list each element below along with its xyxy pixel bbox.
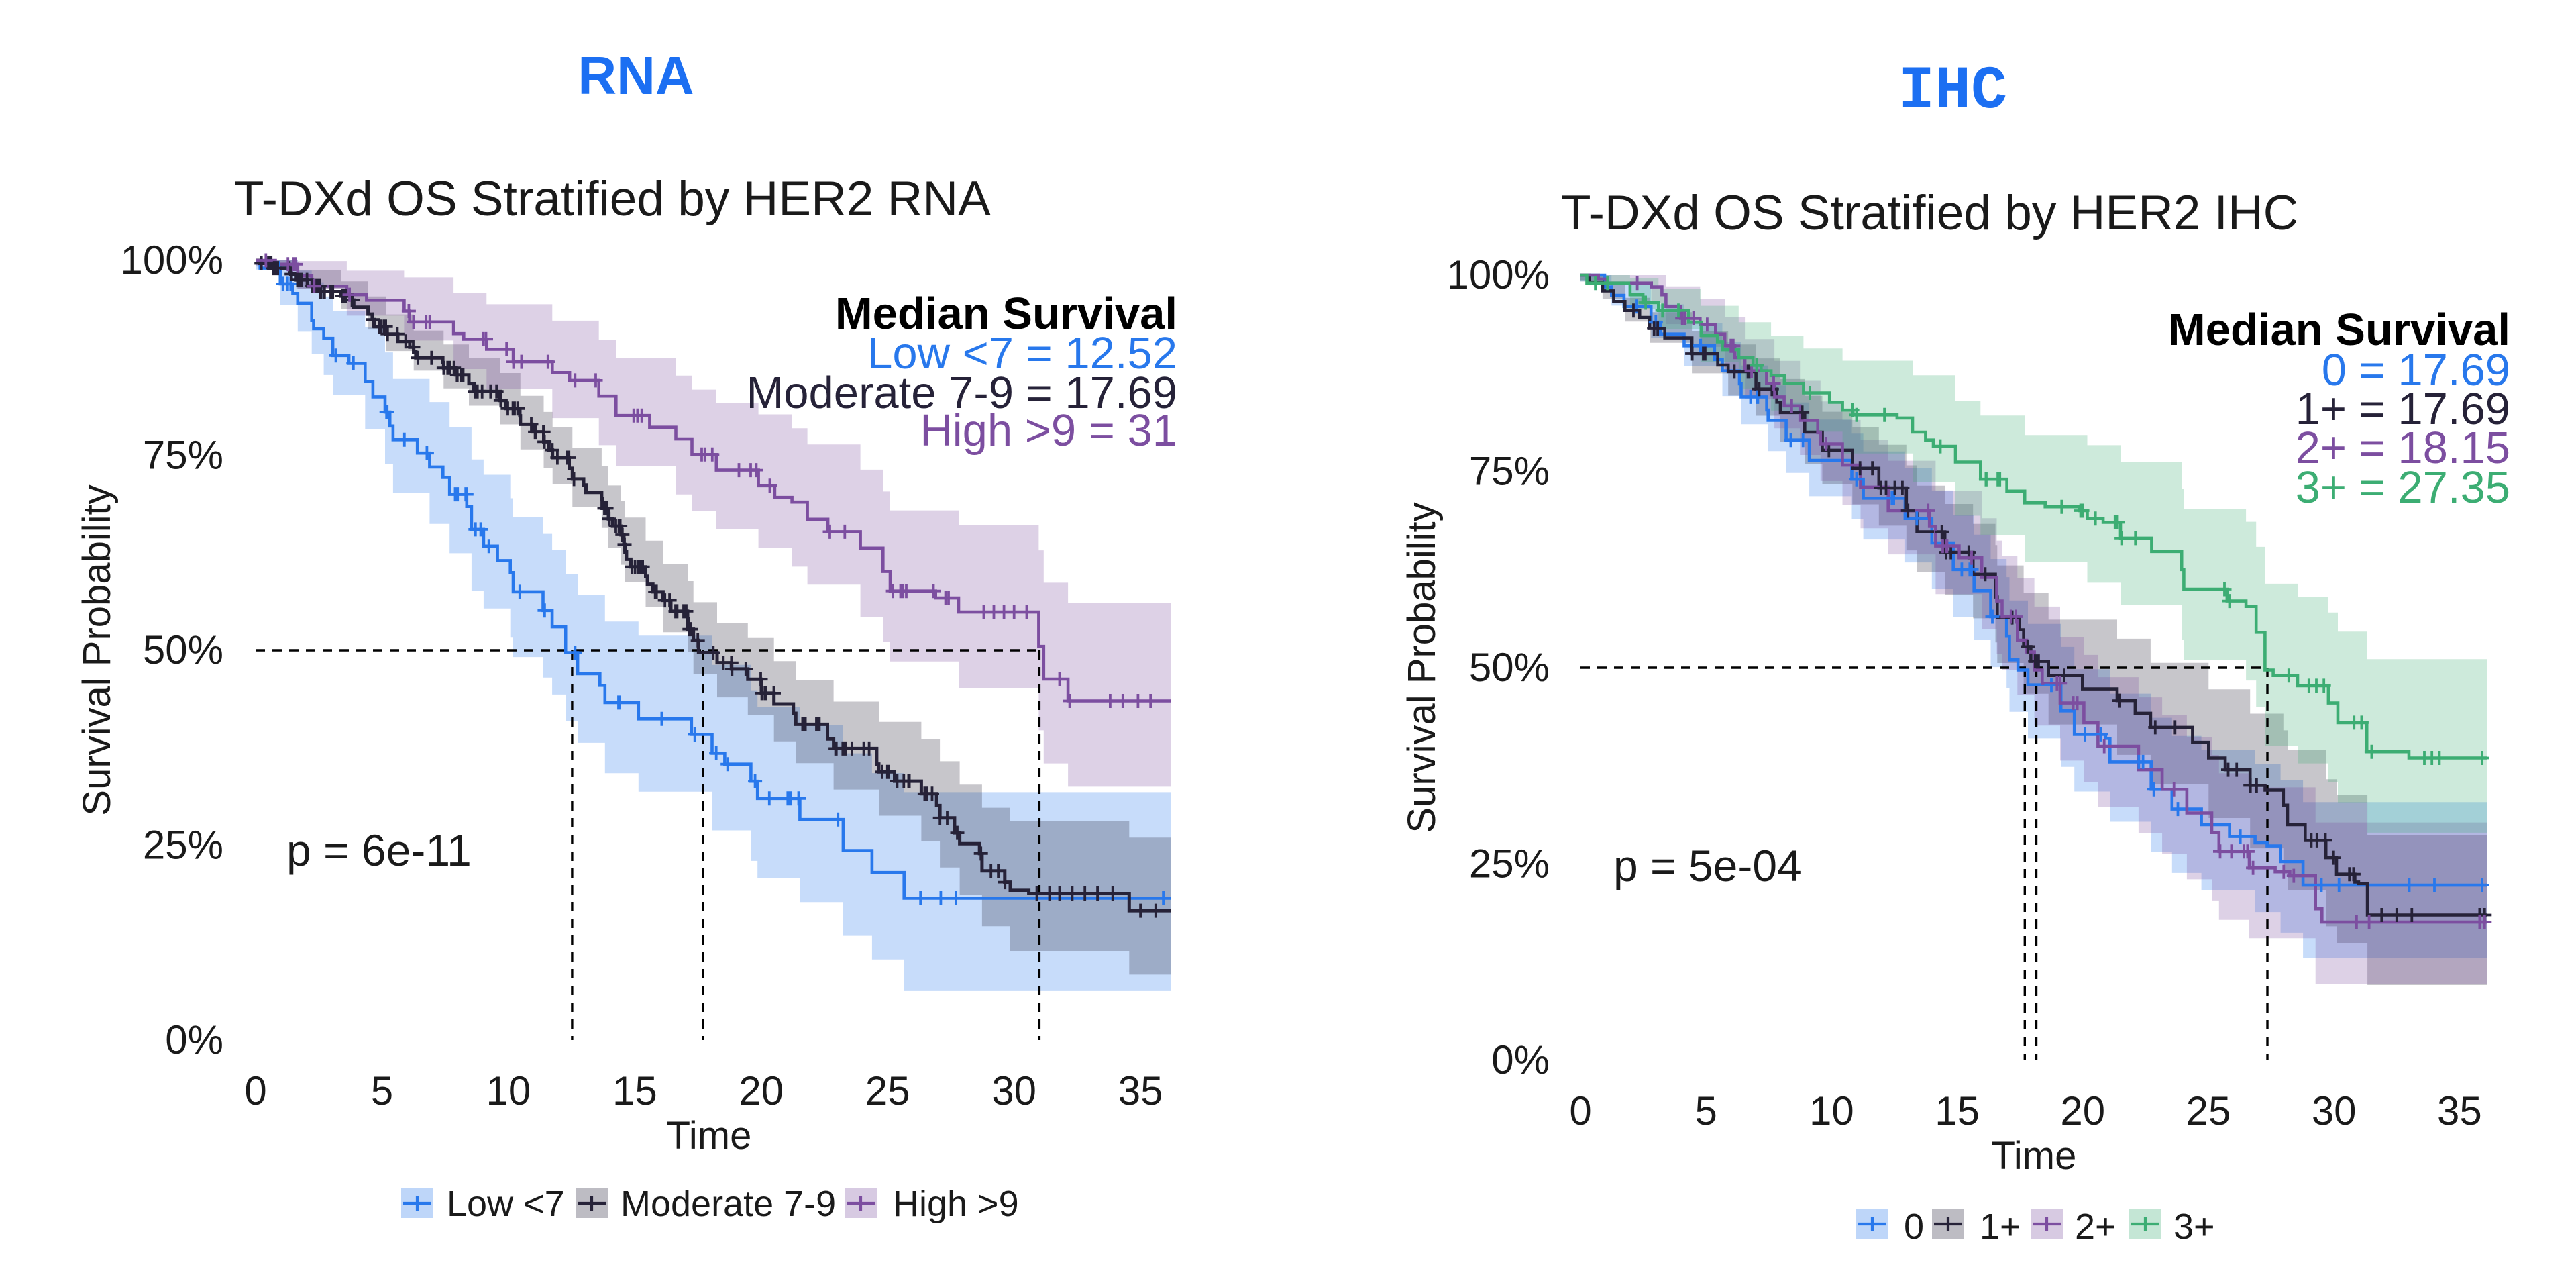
- svg-text:5: 5: [371, 1068, 393, 1113]
- svg-text:T-DXd OS Stratified by HER2 RN: T-DXd OS Stratified by HER2 RNA: [234, 172, 991, 226]
- svg-text:1+: 1+: [1980, 1207, 2021, 1247]
- svg-text:Time: Time: [667, 1114, 752, 1158]
- svg-text:50%: 50%: [1469, 645, 1550, 690]
- svg-text:RNA: RNA: [578, 46, 694, 105]
- svg-text:High >9: High >9: [893, 1184, 1019, 1224]
- svg-text:T-DXd OS Stratified by HER2 IH: T-DXd OS Stratified by HER2 IHC: [1561, 186, 2298, 240]
- svg-text:30: 30: [2312, 1088, 2357, 1133]
- svg-text:p = 6e-11: p = 6e-11: [286, 825, 472, 875]
- svg-text:1+ = 17.69: 1+ = 17.69: [2296, 384, 2510, 434]
- svg-text:0: 0: [244, 1068, 266, 1113]
- svg-text:High >9 = 31: High >9 = 31: [920, 405, 1177, 456]
- svg-text:75%: 75%: [1469, 449, 1550, 494]
- svg-text:75%: 75%: [143, 433, 223, 478]
- svg-text:Moderate 7-9: Moderate 7-9: [621, 1184, 836, 1224]
- svg-text:35: 35: [2437, 1088, 2482, 1133]
- svg-text:100%: 100%: [1447, 252, 1550, 297]
- svg-text:Time: Time: [1992, 1134, 2077, 1178]
- svg-text:15: 15: [612, 1068, 657, 1113]
- svg-text:IHC: IHC: [1898, 58, 2007, 126]
- svg-text:50%: 50%: [143, 627, 223, 672]
- svg-text:Median Survival: Median Survival: [835, 289, 1177, 339]
- svg-text:100%: 100%: [121, 238, 223, 283]
- svg-text:Moderate 7-9 = 17.69: Moderate 7-9 = 17.69: [746, 368, 1177, 418]
- svg-text:3+: 3+: [2174, 1207, 2215, 1247]
- svg-text:0: 0: [1904, 1207, 1924, 1247]
- svg-text:15: 15: [1935, 1088, 1980, 1133]
- svg-text:10: 10: [486, 1068, 531, 1113]
- svg-text:p = 5e-04: p = 5e-04: [1613, 841, 1802, 890]
- svg-text:20: 20: [2060, 1088, 2105, 1133]
- svg-text:3+ = 27.35: 3+ = 27.35: [2296, 462, 2510, 513]
- svg-text:25: 25: [2186, 1088, 2231, 1133]
- svg-text:30: 30: [991, 1068, 1036, 1113]
- svg-text:Low <7: Low <7: [447, 1184, 565, 1224]
- svg-text:25%: 25%: [1469, 841, 1550, 886]
- svg-text:2+ = 18.15: 2+ = 18.15: [2296, 423, 2510, 473]
- svg-text:20: 20: [739, 1068, 784, 1113]
- svg-text:0%: 0%: [165, 1017, 223, 1062]
- svg-text:25%: 25%: [143, 823, 223, 868]
- svg-text:Survival Probability: Survival Probability: [75, 484, 119, 815]
- svg-text:10: 10: [1809, 1088, 1854, 1133]
- svg-text:Low <7 = 12.52: Low <7 = 12.52: [867, 328, 1177, 378]
- svg-text:0 = 17.69: 0 = 17.69: [2322, 345, 2510, 395]
- svg-text:35: 35: [1118, 1068, 1163, 1113]
- svg-text:0: 0: [1569, 1088, 1591, 1133]
- svg-text:0%: 0%: [1491, 1037, 1550, 1082]
- svg-text:25: 25: [865, 1068, 910, 1113]
- svg-text:Median Survival: Median Survival: [2168, 305, 2510, 355]
- svg-text:2+: 2+: [2075, 1207, 2116, 1247]
- svg-text:Survival Probability: Survival Probability: [1400, 502, 1444, 833]
- svg-text:5: 5: [1695, 1088, 1717, 1133]
